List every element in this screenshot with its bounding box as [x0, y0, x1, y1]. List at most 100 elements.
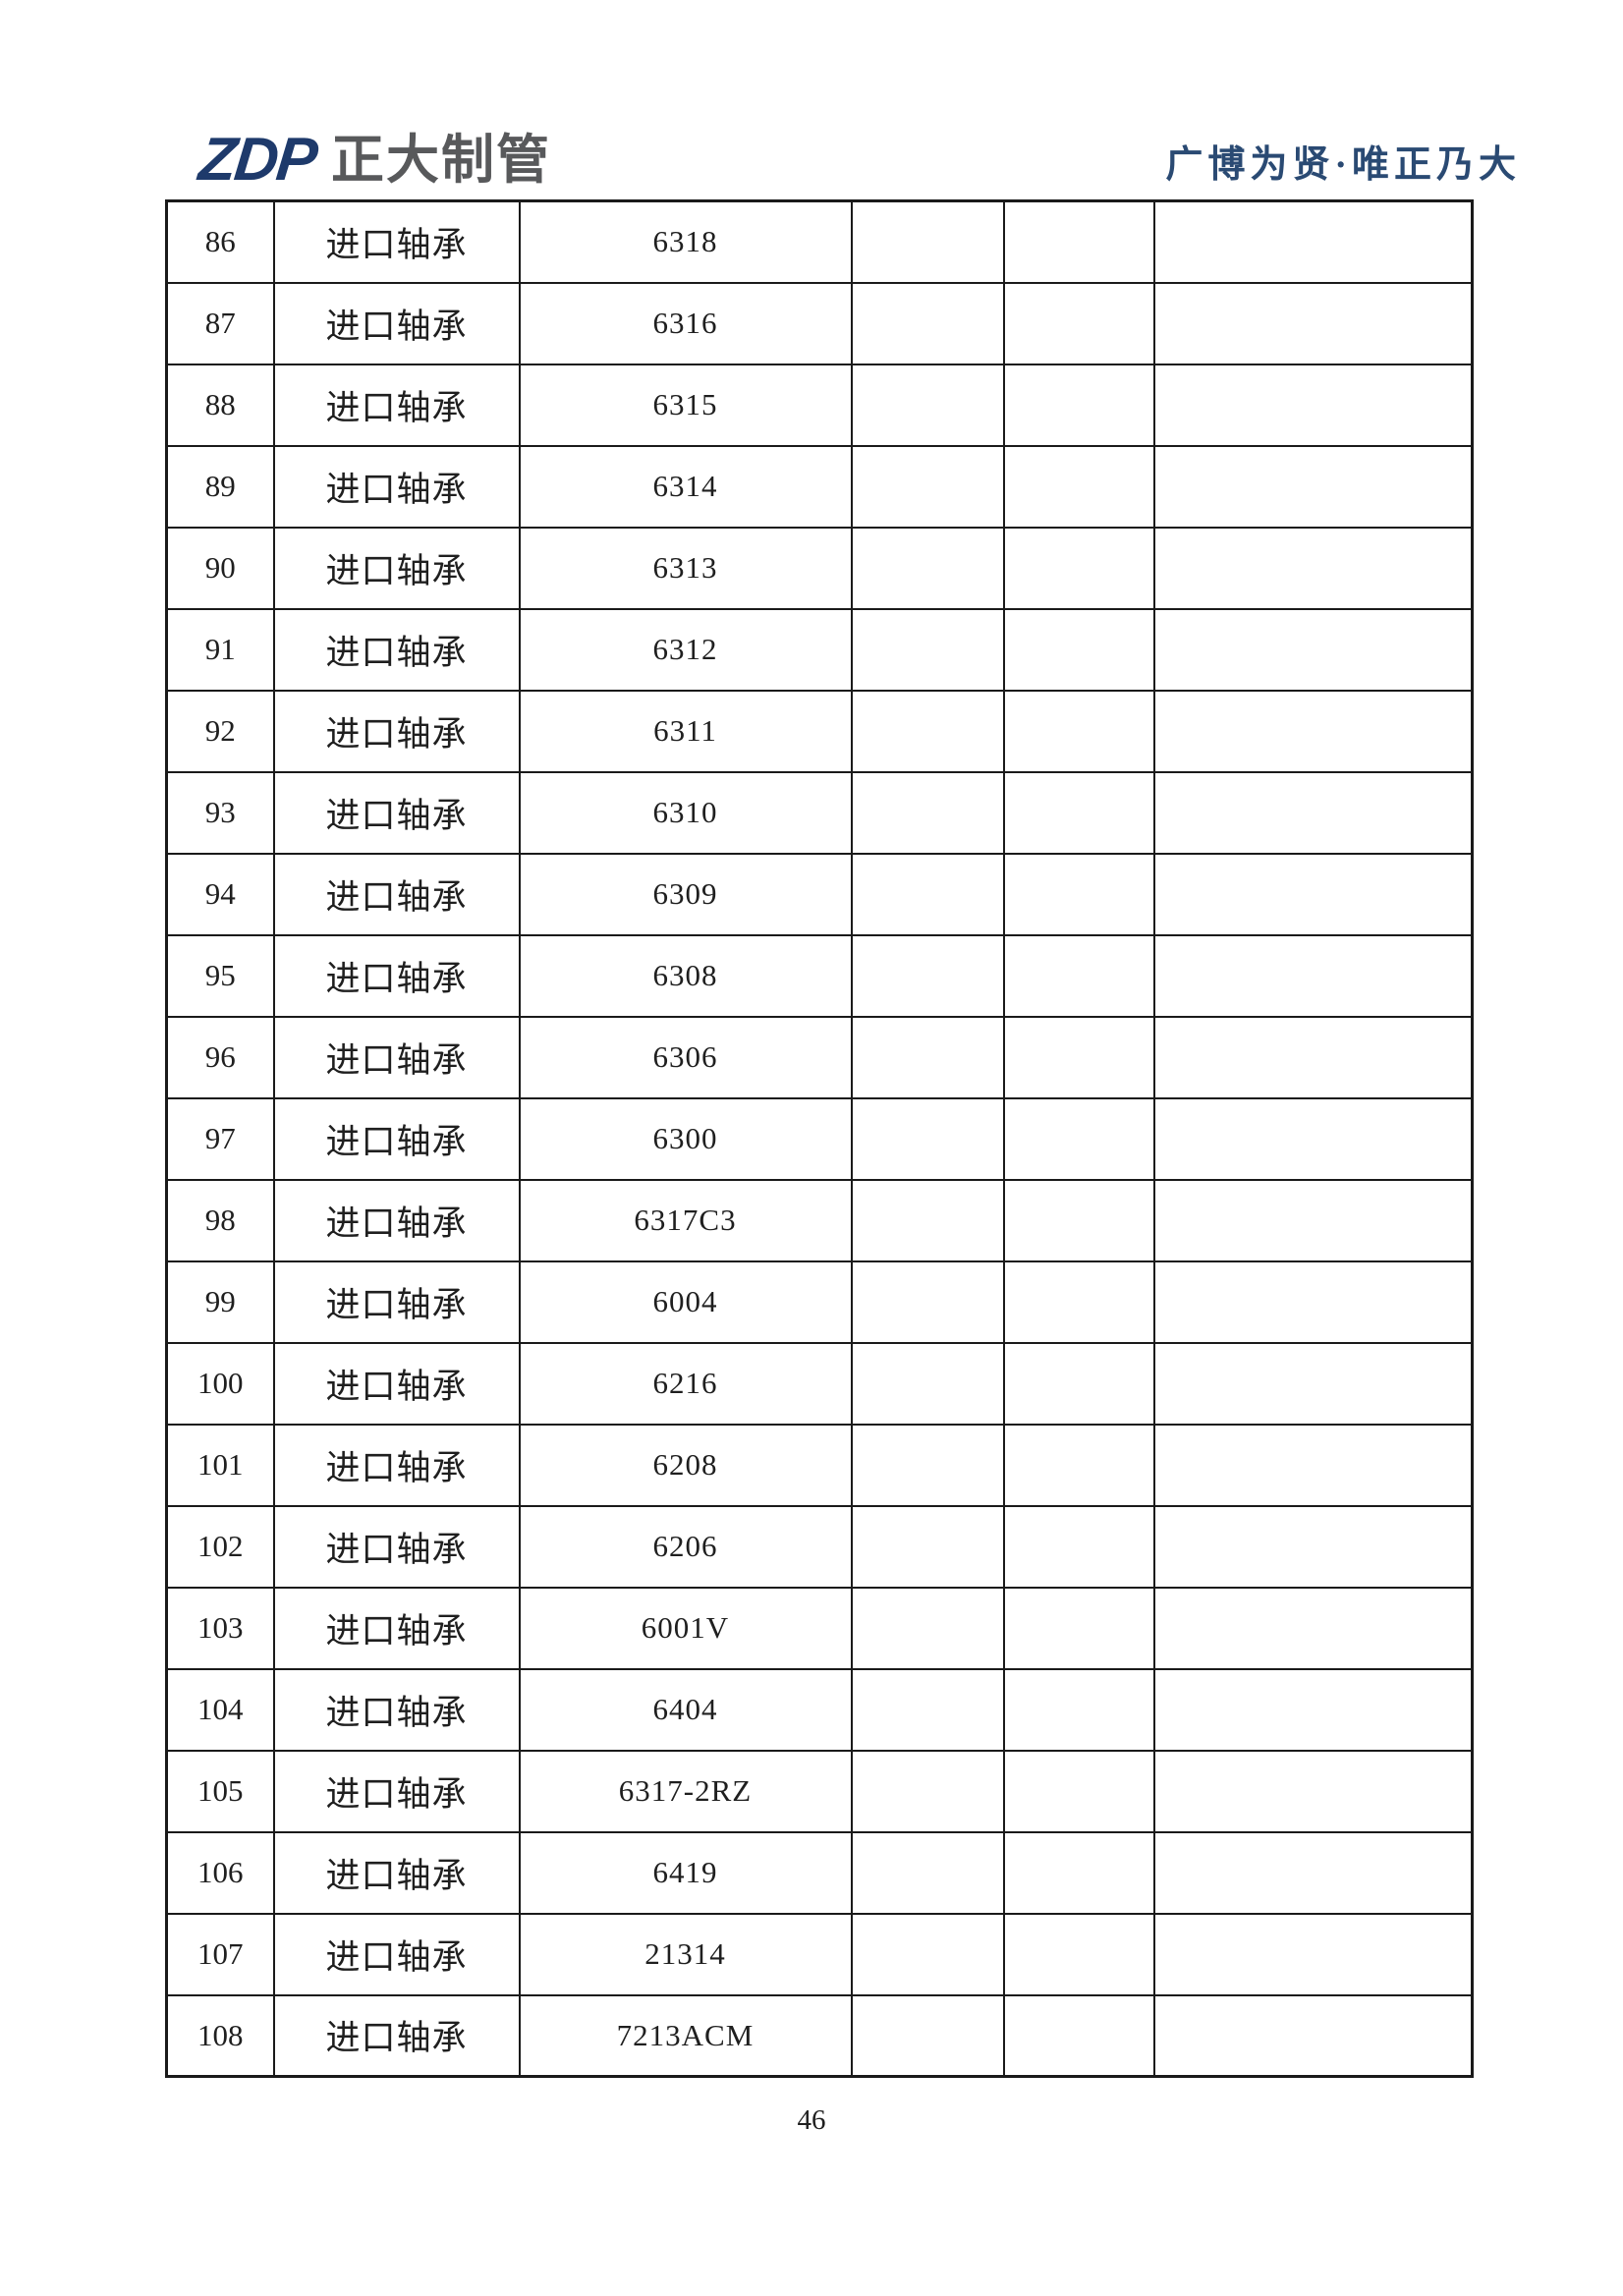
model-number-cell: 7213ACM — [518, 1993, 853, 2078]
model-number-cell: 6419 — [518, 1830, 853, 1915]
table-row: 104 进口轴承 6404 — [165, 1667, 1474, 1752]
empty-cell-1 — [850, 852, 1005, 936]
row-number-cell: 106 — [165, 1830, 275, 1915]
item-name-cell: 进口轴承 — [272, 607, 521, 692]
model-number-cell: 6315 — [518, 363, 853, 447]
empty-cell-1 — [850, 1993, 1005, 2078]
row-number-cell: 90 — [165, 526, 275, 610]
table-row: 103 进口轴承 6001V — [165, 1586, 1474, 1670]
item-name-cell: 进口轴承 — [272, 199, 521, 284]
table-row: 102 进口轴承 6206 — [165, 1504, 1474, 1589]
model-number-cell: 6208 — [518, 1423, 853, 1507]
empty-cell-3 — [1152, 1015, 1474, 1099]
row-number-cell: 89 — [165, 444, 275, 529]
model-number-cell: 6316 — [518, 281, 853, 365]
empty-cell-2 — [1002, 1667, 1155, 1752]
empty-cell-2 — [1002, 363, 1155, 447]
model-number-cell: 21314 — [518, 1912, 853, 1996]
row-number-cell: 101 — [165, 1423, 275, 1507]
empty-cell-1 — [850, 1015, 1005, 1099]
model-number-cell: 6317C3 — [518, 1178, 853, 1262]
table-row: 93 进口轴承 6310 — [165, 770, 1474, 855]
empty-cell-1 — [850, 770, 1005, 855]
row-number-cell: 105 — [165, 1749, 275, 1833]
empty-cell-2 — [1002, 1015, 1155, 1099]
empty-cell-3 — [1152, 689, 1474, 773]
empty-cell-2 — [1002, 607, 1155, 692]
table-row: 107 进口轴承 21314 — [165, 1912, 1474, 1996]
empty-cell-2 — [1002, 933, 1155, 1018]
empty-cell-3 — [1152, 1341, 1474, 1426]
row-number-cell: 99 — [165, 1260, 275, 1344]
model-number-cell: 6313 — [518, 526, 853, 610]
empty-cell-1 — [850, 689, 1005, 773]
empty-cell-1 — [850, 1912, 1005, 1996]
page-number: 46 — [797, 2104, 826, 2136]
empty-cell-1 — [850, 1096, 1005, 1181]
model-number-cell: 6314 — [518, 444, 853, 529]
empty-cell-2 — [1002, 1260, 1155, 1344]
empty-cell-1 — [850, 199, 1005, 284]
item-name-cell: 进口轴承 — [272, 1504, 521, 1589]
model-number-cell: 6404 — [518, 1667, 853, 1752]
empty-cell-3 — [1152, 1178, 1474, 1262]
table-row: 87 进口轴承 6316 — [165, 281, 1474, 365]
table-row: 88 进口轴承 6315 — [165, 363, 1474, 447]
item-name-cell: 进口轴承 — [272, 689, 521, 773]
empty-cell-3 — [1152, 281, 1474, 365]
header-slogan: 广博为贤·唯正乃大 — [1165, 144, 1521, 186]
row-number-cell: 91 — [165, 607, 275, 692]
row-number-cell: 107 — [165, 1912, 275, 1996]
empty-cell-2 — [1002, 770, 1155, 855]
empty-cell-3 — [1152, 1096, 1474, 1181]
item-name-cell: 进口轴承 — [272, 1749, 521, 1833]
item-name-cell: 进口轴承 — [272, 1015, 521, 1099]
model-number-cell: 6206 — [518, 1504, 853, 1589]
model-number-cell: 6216 — [518, 1341, 853, 1426]
empty-cell-1 — [850, 1586, 1005, 1670]
empty-cell-2 — [1002, 1912, 1155, 1996]
table-row: 106 进口轴承 6419 — [165, 1830, 1474, 1915]
empty-cell-3 — [1152, 199, 1474, 284]
row-number-cell: 88 — [165, 363, 275, 447]
item-name-cell: 进口轴承 — [272, 444, 521, 529]
empty-cell-1 — [850, 281, 1005, 365]
row-number-cell: 103 — [165, 1586, 275, 1670]
empty-cell-2 — [1002, 444, 1155, 529]
item-name-cell: 进口轴承 — [272, 1667, 521, 1752]
empty-cell-2 — [1002, 1178, 1155, 1262]
item-name-cell: 进口轴承 — [272, 281, 521, 365]
model-number-cell: 6310 — [518, 770, 853, 855]
empty-cell-1 — [850, 607, 1005, 692]
table-row: 92 进口轴承 6311 — [165, 689, 1474, 773]
empty-cell-3 — [1152, 1260, 1474, 1344]
item-name-cell: 进口轴承 — [272, 770, 521, 855]
logo-zdp-icon: ZDP — [196, 126, 319, 194]
table-row: 99 进口轴承 6004 — [165, 1260, 1474, 1344]
item-name-cell: 进口轴承 — [272, 1178, 521, 1262]
empty-cell-2 — [1002, 1749, 1155, 1833]
empty-cell-3 — [1152, 852, 1474, 936]
item-name-cell: 进口轴承 — [272, 526, 521, 610]
item-name-cell: 进口轴承 — [272, 1260, 521, 1344]
item-name-cell: 进口轴承 — [272, 1341, 521, 1426]
item-name-cell: 进口轴承 — [272, 852, 521, 936]
empty-cell-1 — [850, 1667, 1005, 1752]
table-row: 96 进口轴承 6306 — [165, 1015, 1474, 1099]
empty-cell-2 — [1002, 1341, 1155, 1426]
model-number-cell: 6309 — [518, 852, 853, 936]
empty-cell-3 — [1152, 363, 1474, 447]
empty-cell-3 — [1152, 1912, 1474, 1996]
row-number-cell: 98 — [165, 1178, 275, 1262]
empty-cell-3 — [1152, 444, 1474, 529]
table-row: 108 进口轴承 7213ACM — [165, 1993, 1474, 2078]
empty-cell-1 — [850, 363, 1005, 447]
row-number-cell: 102 — [165, 1504, 275, 1589]
empty-cell-2 — [1002, 1586, 1155, 1670]
empty-cell-3 — [1152, 1586, 1474, 1670]
item-name-cell: 进口轴承 — [272, 1586, 521, 1670]
parts-table: 86 进口轴承 6318 87 进口轴承 6316 88 进口轴承 6315 8… — [165, 199, 1474, 2078]
company-logo: ZDP 正大制管 — [196, 126, 551, 194]
empty-cell-1 — [850, 444, 1005, 529]
table-row: 101 进口轴承 6208 — [165, 1423, 1474, 1507]
